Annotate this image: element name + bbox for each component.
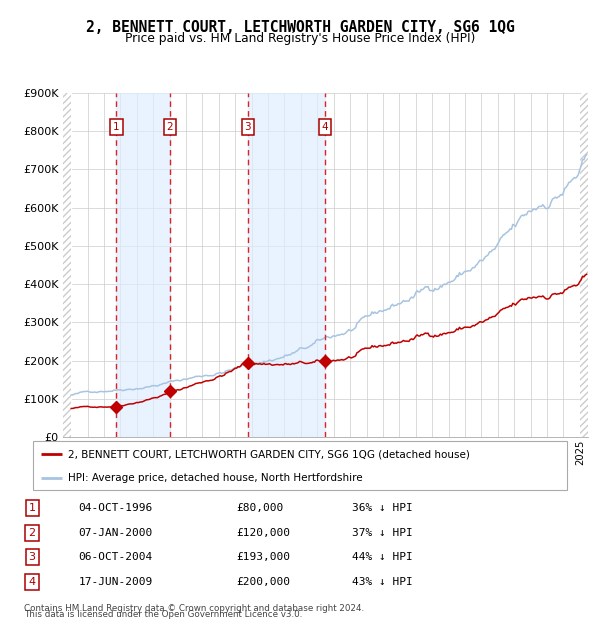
Text: 07-JAN-2000: 07-JAN-2000 [78, 528, 152, 538]
Text: £200,000: £200,000 [236, 577, 290, 587]
Text: £193,000: £193,000 [236, 552, 290, 562]
Text: 06-OCT-2004: 06-OCT-2004 [78, 552, 152, 562]
Text: 2, BENNETT COURT, LETCHWORTH GARDEN CITY, SG6 1QG (detached house): 2, BENNETT COURT, LETCHWORTH GARDEN CITY… [68, 450, 470, 459]
FancyBboxPatch shape [33, 441, 567, 490]
Text: 2: 2 [167, 122, 173, 133]
Text: £80,000: £80,000 [236, 503, 284, 513]
Text: 1: 1 [29, 503, 35, 513]
Text: 2, BENNETT COURT, LETCHWORTH GARDEN CITY, SG6 1QG: 2, BENNETT COURT, LETCHWORTH GARDEN CITY… [86, 20, 514, 35]
Bar [116, 93, 170, 437]
Bar [248, 93, 325, 437]
Text: HPI: Average price, detached house, North Hertfordshire: HPI: Average price, detached house, Nort… [68, 472, 362, 483]
Bar [580, 93, 588, 437]
Text: 43% ↓ HPI: 43% ↓ HPI [352, 577, 413, 587]
Bar [580, 93, 588, 437]
Text: 04-OCT-1996: 04-OCT-1996 [78, 503, 152, 513]
Bar [63, 93, 71, 437]
Text: Price paid vs. HM Land Registry's House Price Index (HPI): Price paid vs. HM Land Registry's House … [125, 32, 475, 45]
Text: 3: 3 [244, 122, 251, 133]
Text: 37% ↓ HPI: 37% ↓ HPI [352, 528, 413, 538]
Text: 2: 2 [29, 528, 36, 538]
Text: 4: 4 [322, 122, 328, 133]
Text: 3: 3 [29, 552, 35, 562]
Text: 1: 1 [113, 122, 119, 133]
Bar [63, 93, 71, 437]
Text: 17-JUN-2009: 17-JUN-2009 [78, 577, 152, 587]
Text: £120,000: £120,000 [236, 528, 290, 538]
Text: Contains HM Land Registry data © Crown copyright and database right 2024.: Contains HM Land Registry data © Crown c… [24, 603, 364, 613]
Text: 36% ↓ HPI: 36% ↓ HPI [352, 503, 413, 513]
Text: 4: 4 [29, 577, 36, 587]
Text: 44% ↓ HPI: 44% ↓ HPI [352, 552, 413, 562]
Text: This data is licensed under the Open Government Licence v3.0.: This data is licensed under the Open Gov… [24, 610, 302, 619]
